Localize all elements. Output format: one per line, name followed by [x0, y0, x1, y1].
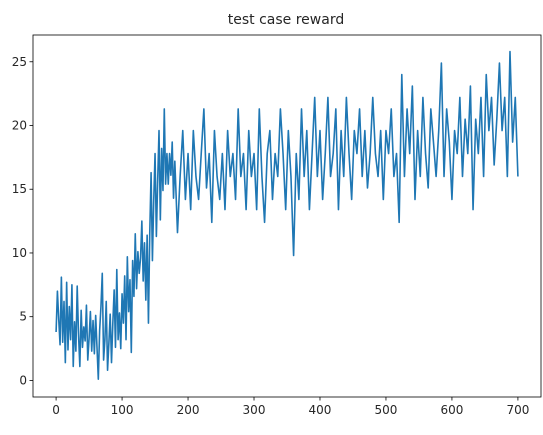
series-line — [55, 50, 519, 380]
x-tick-label: 0 — [52, 403, 60, 417]
x-tick-label: 400 — [309, 403, 332, 417]
axes-frame — [32, 34, 542, 398]
x-tick-label: 700 — [506, 403, 529, 417]
plot-frame — [32, 34, 542, 398]
y-tick-label: 25 — [12, 55, 27, 69]
y-axis: 0 5 10 15 20 25 — [12, 55, 33, 387]
x-tick-label: 100 — [111, 403, 134, 417]
y-tick-label: 5 — [19, 310, 27, 324]
x-tick-label: 600 — [440, 403, 463, 417]
plot-area — [55, 50, 519, 380]
x-axis: 0 100 200 300 400 500 600 700 — [52, 397, 529, 417]
chart-title: test case reward — [228, 12, 344, 28]
x-tick-label: 300 — [243, 403, 266, 417]
y-tick-label: 0 — [19, 373, 27, 387]
y-tick-label: 10 — [12, 246, 27, 260]
x-tick-label: 200 — [177, 403, 200, 417]
x-tick-label: 500 — [375, 403, 398, 417]
y-tick-label: 20 — [12, 119, 27, 133]
y-tick-label: 15 — [12, 182, 27, 196]
